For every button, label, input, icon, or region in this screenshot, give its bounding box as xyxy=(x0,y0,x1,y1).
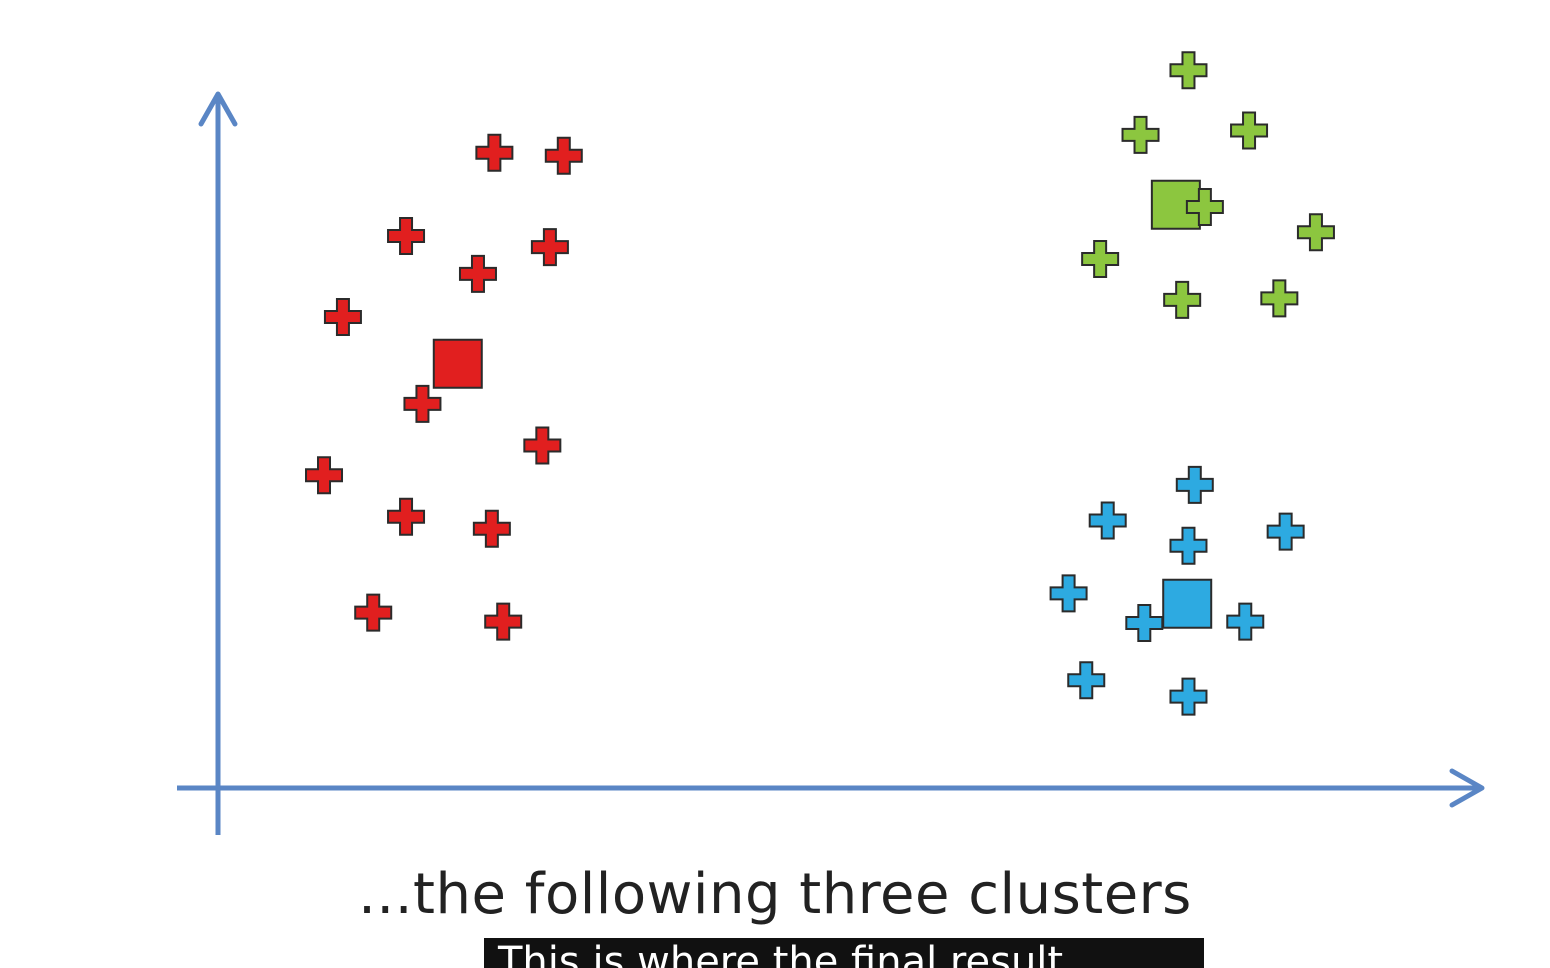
data-point-plus xyxy=(458,254,497,293)
data-point-plus xyxy=(1226,602,1265,641)
cluster-series-1 xyxy=(305,133,583,641)
data-point-plus xyxy=(1121,115,1160,154)
data-point-plus xyxy=(1049,574,1088,613)
data-point-plus xyxy=(387,216,426,255)
data-point-plus xyxy=(305,456,344,495)
data-point-plus xyxy=(1185,187,1224,226)
data-point-plus xyxy=(1230,111,1269,150)
data-point-plus xyxy=(475,133,514,172)
chart-axes xyxy=(177,91,1485,835)
video-subtitle-bar: This is where the final result xyxy=(484,938,1204,968)
data-point-plus xyxy=(530,228,569,267)
data-point-plus xyxy=(1266,512,1305,551)
data-point-plus xyxy=(1296,213,1335,252)
data-point-plus xyxy=(1169,51,1208,90)
video-subtitle-text: This is where the final result xyxy=(498,939,1064,968)
data-point-plus xyxy=(1088,501,1127,540)
data-point-plus xyxy=(523,426,562,465)
cluster-series-2 xyxy=(1081,51,1335,319)
data-point-plus xyxy=(387,497,426,536)
data-point-plus xyxy=(1175,465,1214,504)
data-point-plus xyxy=(354,593,393,632)
data-point-plus xyxy=(544,136,583,175)
data-point-plus xyxy=(472,509,511,548)
cluster-series-3 xyxy=(1049,465,1305,716)
data-point-plus xyxy=(1169,526,1208,565)
cluster-centroid-square xyxy=(1162,578,1213,629)
data-point-plus xyxy=(484,602,523,641)
data-point-plus xyxy=(323,297,362,336)
slide-caption: ...the following three clusters xyxy=(358,862,1192,927)
data-point-plus xyxy=(1169,677,1208,716)
x-axis-arrow xyxy=(1449,768,1485,808)
data-point-plus xyxy=(1081,239,1120,278)
data-point-plus xyxy=(1067,661,1106,700)
data-point-plus xyxy=(1163,280,1202,319)
y-axis-arrow xyxy=(198,91,238,127)
data-point-plus xyxy=(1125,604,1164,643)
data-point-plus xyxy=(1260,279,1299,318)
cluster-centroid-square xyxy=(432,338,483,389)
data-point-plus xyxy=(403,384,442,423)
